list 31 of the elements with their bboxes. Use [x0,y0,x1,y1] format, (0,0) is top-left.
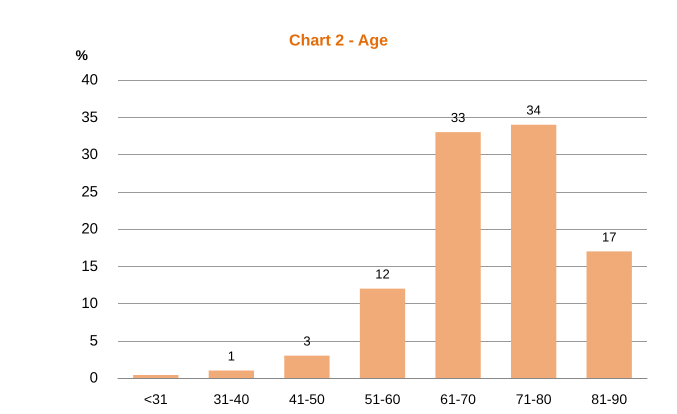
bar [360,288,406,378]
y-tick-label: 40 [81,72,98,88]
y-tick-label: 15 [81,258,98,275]
y-axis-title: % [76,47,89,63]
bar [208,370,254,378]
y-tick-label: 35 [81,108,98,126]
data-label: 3 [303,334,311,349]
data-label: 1 [228,348,235,364]
x-tick-label: 61-70 [440,391,476,407]
data-label: 12 [375,266,390,282]
bar [435,132,481,378]
data-label: 33 [450,110,466,126]
y-tick-label: 20 [81,220,98,238]
y-tick-label: 0 [90,370,98,386]
x-tick-label: 31-40 [213,391,250,407]
bar [510,124,556,378]
bar [133,375,178,378]
x-tick-label: 51-60 [364,391,401,407]
y-tick-label: 10 [81,295,98,312]
data-label: 34 [526,102,541,118]
bar [586,251,632,378]
x-tick-label: 71-80 [516,391,552,407]
y-tick-label: 5 [90,332,98,350]
chart-title: Chart 2 - Age [289,32,388,50]
x-tick-label: 41-50 [289,391,326,407]
bar [284,356,330,378]
x-tick-label: 81-90 [591,391,628,407]
y-tick-label: 30 [81,146,98,163]
data-label: 17 [602,229,616,244]
x-tick-label: <31 [144,391,168,407]
y-tick-label: 25 [81,183,98,200]
